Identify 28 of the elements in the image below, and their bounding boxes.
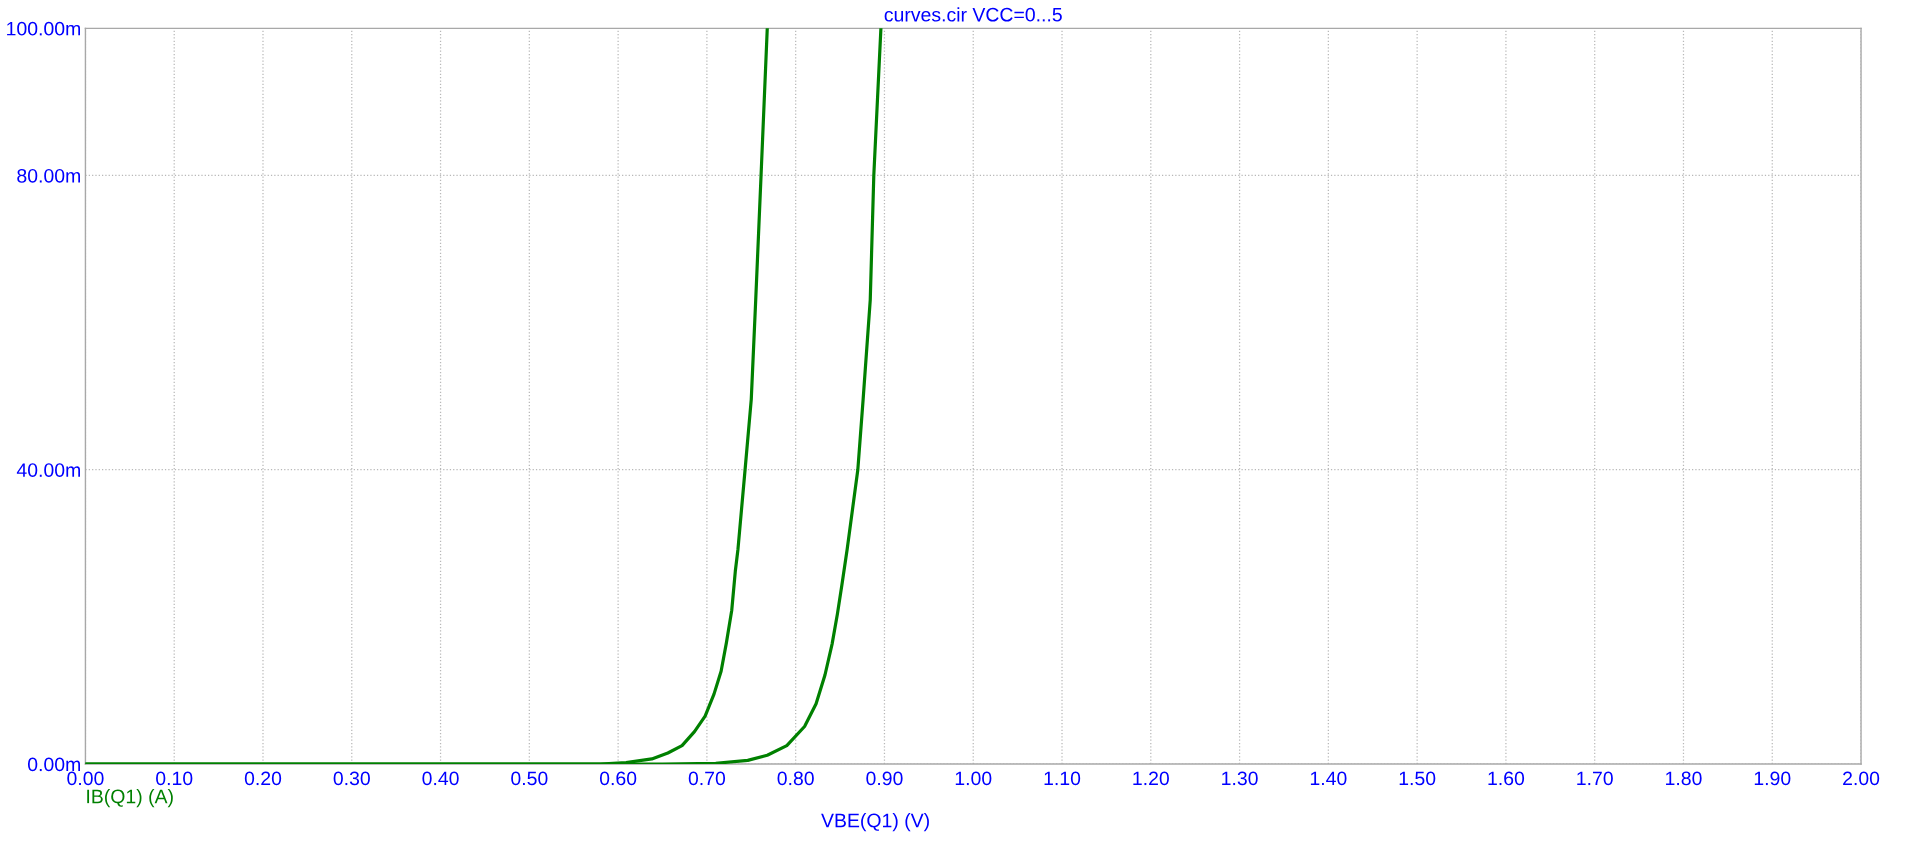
x-tick-label: 0.70 [688,771,726,786]
x-tick-label: 0.20 [244,771,282,786]
x-tick-label: 0.50 [511,771,548,786]
x-tick-label: 0.30 [333,771,370,786]
x-tick-label: 0.00 [67,771,104,786]
x-tick-label: 0.90 [866,771,903,786]
x-tick-label: 1.90 [1754,771,1791,786]
x-tick-label: 0.10 [156,771,193,786]
x-tick-label: 1.50 [1399,771,1436,786]
y-tick-label: 0.00m [27,757,80,772]
x-tick-label: 0.80 [777,771,814,786]
x-tick-label: 2.00 [1843,771,1880,786]
x-tick-label: 1.80 [1666,771,1702,786]
y-tick-label: 40.00m [16,463,80,477]
y-tick-label: 100.00m [7,21,80,36]
x-tick-label: 0.60 [599,771,637,786]
y-tick-label: 80.00m [17,168,80,183]
x-tick-label: 1.70 [1577,771,1613,786]
x-tick-label: 1.00 [955,771,992,786]
x-tick-label: 1.40 [1310,771,1347,786]
series-label: IB(Q1) (A) [87,789,173,808]
x-tick-label: 1.20 [1133,771,1169,786]
chart-title: curves.cir VCC=0...5 [884,7,1062,22]
x-tick-label: 1.60 [1488,771,1525,786]
x-tick-label: 1.30 [1222,771,1258,786]
x-tick-label: 1.10 [1044,771,1081,786]
x-axis-title: VBE(Q1) (V) [821,813,929,832]
x-tick-label: 0.40 [422,771,459,786]
